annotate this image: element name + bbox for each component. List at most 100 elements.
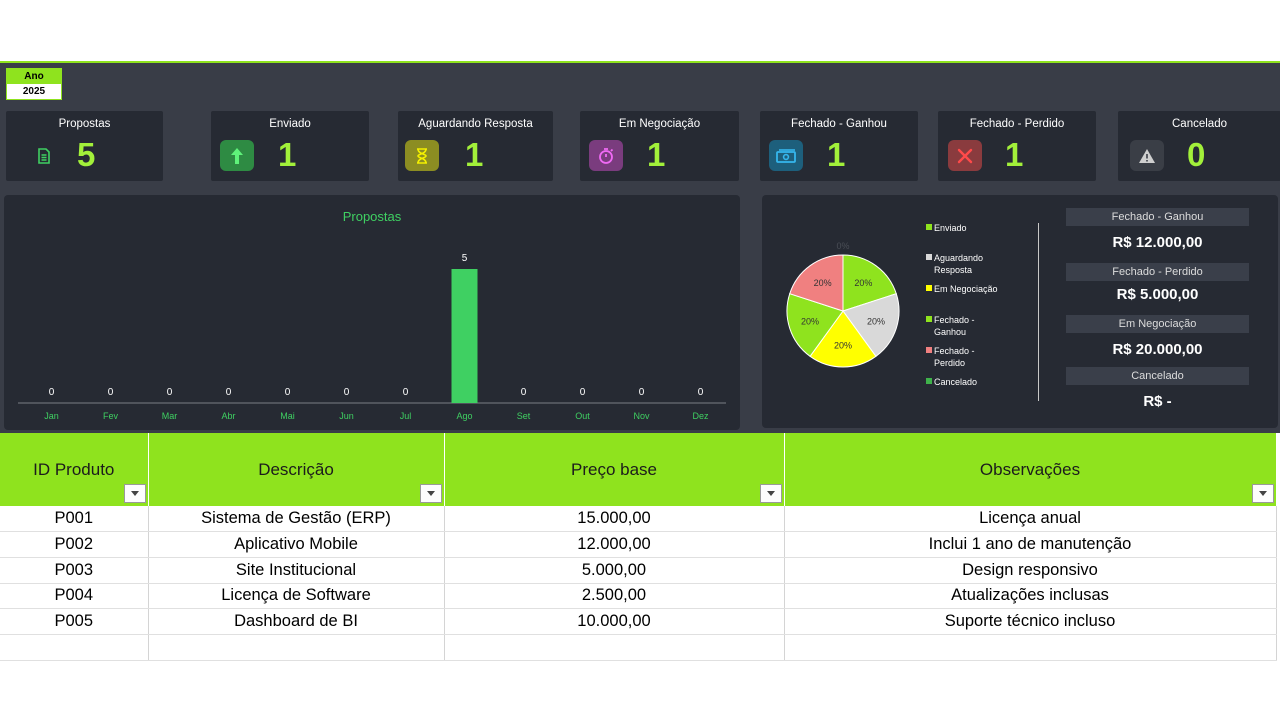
kpi-label: Enviado [269, 118, 311, 130]
kpi-value: 5 [77, 136, 96, 173]
table-cell[interactable]: Atualizações inclusas [784, 583, 1277, 610]
legend-line: Ganhou [926, 326, 975, 338]
table-body: P001 Sistema de Gestão (ERP) 15.000,00 Lice… [0, 506, 1277, 661]
value-label: Fechado - Perdido [1066, 263, 1249, 281]
bar-data-label: 0 [226, 387, 232, 398]
legend-swatch [926, 254, 932, 260]
arrow-up-icon [220, 140, 254, 171]
column-header-label: ID Produto [33, 459, 115, 479]
kpi-value: 1 [465, 136, 484, 173]
table-cell[interactable]: P001 [0, 506, 149, 533]
table-cell[interactable]: P002 [0, 531, 149, 558]
table-row: P002 Aplicativo Mobile 12.000,00 Inclui 1 a… [0, 531, 1277, 558]
legend-item: Enviado [926, 222, 967, 234]
bar-data-label: 0 [403, 387, 409, 398]
table-cell[interactable]: P003 [0, 557, 149, 584]
filter-dropdown-button[interactable] [759, 484, 782, 503]
legend-label: Resposta [934, 265, 973, 275]
legend-item: Fechado - Perdido [926, 345, 975, 369]
kpi-card-em-negociacao: Em Negociação 1 [580, 111, 739, 181]
bar-ago [451, 269, 478, 403]
column-header: Preço base [444, 433, 785, 506]
pie-chart: 20% 20% 20% 20% 20% 0% [786, 241, 900, 368]
bar-tick-label: Abr [221, 411, 235, 421]
kpi-value: 1 [1005, 136, 1024, 173]
pie-data-label: 20% [814, 278, 832, 288]
table-cell[interactable] [148, 634, 445, 661]
value-amount: R$ 5.000,00 [1116, 286, 1199, 303]
legend-label: Enviado [934, 223, 967, 233]
legend-item: Aguardando Resposta [926, 252, 983, 276]
bar-data-label: 0 [698, 387, 704, 398]
table-cell[interactable]: Design responsivo [784, 557, 1277, 584]
bar-chart-panel: Propostas 0 Jan 0 Fev 0 Mar 0 Abr 0 Mai 0 Jun 0 Jul 5 A… [4, 195, 740, 430]
kpi-card-cancelado: Cancelado 0 [1118, 111, 1280, 181]
table-cell[interactable]: Dashboard de BI [148, 608, 445, 635]
status-panel: 20% 20% 20% 20% 20% 0% [762, 195, 1278, 428]
table-row: P001 Sistema de Gestão (ERP) 15.000,00 Lice… [0, 506, 1277, 533]
table-cell[interactable]: 2.500,00 [444, 583, 785, 610]
table-cell[interactable]: 15.000,00 [444, 506, 785, 533]
table-cell[interactable]: Licença anual [784, 506, 1277, 533]
column-header-label: Preço base [571, 459, 657, 479]
table-header-row: ID Produto Descrição Preço base Observações [0, 433, 1277, 506]
table-cell[interactable]: Sistema de Gestão (ERP) [148, 506, 445, 533]
kpi-card-enviado: Enviado 1 [211, 111, 369, 181]
table-cell[interactable]: 12.000,00 [444, 531, 785, 558]
pie-slice-em-negociacao [809, 310, 877, 368]
column-header-label: Observações [979, 459, 1081, 479]
pie-slice-fechado-perdido [789, 254, 844, 312]
kpi-card-propostas: Propostas 5 [6, 111, 163, 181]
table-cell[interactable]: 5.000,00 [444, 557, 785, 584]
legend-swatch [926, 285, 932, 291]
kpi-card-fechado-ganhou: Fechado - Ganhou 1 [760, 111, 918, 181]
table-cell[interactable]: Suporte técnico incluso [784, 608, 1277, 635]
value-label: Em Negociação [1066, 315, 1249, 333]
kpi-card-fechado-perdido: Fechado - Perdido 1 [938, 111, 1096, 181]
table-cell[interactable]: Site Institucional [148, 557, 445, 584]
bar-tick-label: Set [517, 411, 531, 421]
warning-icon [1130, 140, 1164, 171]
value-amount: R$ - [1143, 393, 1172, 410]
legend-line: Aguardando [926, 252, 983, 264]
table-cell[interactable]: P004 [0, 583, 149, 610]
bar-data-label: 5 [462, 253, 468, 264]
table-row: P003 Site Institucional 5.000,00 Design res… [0, 557, 1277, 584]
legend-label: Cancelado [934, 377, 978, 387]
table-cell[interactable]: P005 [0, 608, 149, 635]
year-filter[interactable]: Ano 2025 [6, 68, 62, 100]
bar-tick-label: Ago [456, 411, 472, 421]
bar-chart-title: Propostas [342, 209, 402, 224]
table-cell[interactable] [444, 634, 785, 661]
legend-swatch [926, 224, 932, 230]
table-cell[interactable] [784, 634, 1277, 661]
filter-dropdown-button[interactable] [1251, 484, 1274, 503]
value-label: Fechado - Ganhou [1066, 208, 1249, 226]
filter-dropdown-button[interactable] [123, 484, 146, 503]
table-cell[interactable]: 10.000,00 [444, 608, 785, 635]
bar-tick-label: Fev [103, 411, 119, 421]
table-cell[interactable]: Licença de Software [148, 583, 445, 610]
legend-line: Cancelado [926, 376, 977, 388]
year-filter-label: Ano [7, 69, 61, 84]
table-row: P005 Dashboard de BI 10.000,00 Suporte técn… [0, 608, 1277, 635]
table-cell[interactable]: Aplicativo Mobile [148, 531, 445, 558]
bar-data-label: 0 [108, 387, 114, 398]
table-cell[interactable] [0, 634, 149, 661]
legend-label: Perdido [934, 358, 966, 368]
hourglass-icon [405, 140, 439, 171]
stopwatch-icon [589, 140, 623, 171]
pie-data-label: 20% [801, 317, 819, 327]
kpi-value: 1 [647, 136, 666, 173]
table-cell[interactable]: Inclui 1 ano de manutenção [784, 531, 1277, 558]
bar-tick-label: Jul [400, 411, 412, 421]
bar-data-label: 0 [167, 387, 173, 398]
pie-data-label: 20% [854, 278, 872, 288]
pie-slice-aguardando-resposta [842, 293, 900, 358]
column-header: Descrição [148, 433, 445, 506]
column-header-label: Descrição [258, 459, 334, 479]
year-filter-value[interactable]: 2025 [22, 86, 46, 97]
filter-dropdown-button[interactable] [419, 484, 442, 503]
bar-data-label: 0 [580, 387, 586, 398]
